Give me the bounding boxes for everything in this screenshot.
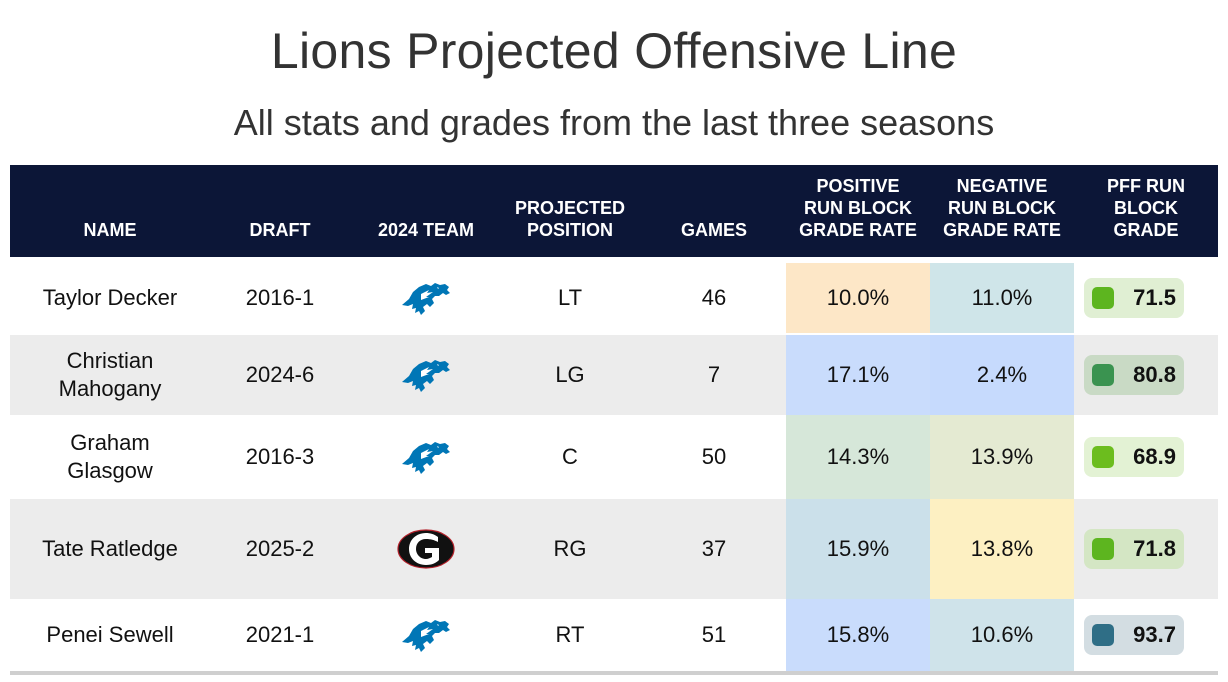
pff-grade-badge: 68.9	[1084, 437, 1184, 477]
grade-color-swatch	[1092, 446, 1114, 468]
positive-grade-rate: 15.9%	[786, 499, 930, 599]
draft-value: 2016-1	[245, 285, 315, 310]
positive-grade-rate: 14.3%	[786, 415, 930, 499]
table-row: Tate Ratledge 2025-2 RG 37 15.9% 13.8% 7…	[10, 499, 1218, 599]
negative-grade-rate: 13.9%	[930, 415, 1074, 499]
games-value: 7	[707, 362, 721, 387]
draft-value: 2025-2	[245, 536, 315, 561]
col-header-draft[interactable]: DRAFT	[249, 220, 311, 240]
player-name-line1: Taylor Decker	[42, 285, 178, 310]
games-value: 50	[701, 444, 727, 469]
pff-grade-value: 68.9	[1133, 444, 1176, 469]
player-name-line1: Graham	[70, 430, 150, 455]
col-header-games[interactable]: GAMES	[680, 220, 747, 240]
position-value: RT	[555, 622, 585, 647]
position-value: LT	[557, 285, 583, 310]
georgia-logo-icon	[356, 499, 496, 599]
negative-grade-rate: 10.6%	[930, 599, 1074, 671]
games-value: 37	[701, 536, 727, 561]
pff-grade-value: 71.5	[1133, 285, 1176, 310]
page-title: Lions Projected Offensive Line	[270, 23, 958, 79]
positive-grade-rate: 17.1%	[786, 335, 930, 415]
pff-grade-value: 93.7	[1133, 622, 1176, 647]
table-row: Penei Sewell 2021-1 RT 51 15.8% 10.6% 93…	[10, 599, 1218, 671]
player-name: Christian Mahogany	[40, 335, 180, 415]
positive-grade-rate: 15.8%	[786, 599, 930, 671]
draft-value: 2016-3	[245, 444, 315, 469]
grade-color-swatch	[1092, 364, 1114, 386]
position-value: LG	[555, 362, 585, 387]
player-name-line1: Christian	[66, 348, 154, 373]
col-header-team[interactable]: 2024 TEAM	[377, 220, 475, 240]
pff-grade-badge: 93.7	[1084, 615, 1184, 655]
pff-grade-badge: 80.8	[1084, 355, 1184, 395]
table-bottom-rule	[10, 671, 1218, 675]
negative-grade-rate: 13.8%	[930, 499, 1074, 599]
page-subtitle: All stats and grades from the last three…	[233, 102, 995, 143]
player-name-line2: Mahogany	[58, 376, 162, 401]
player-name: Taylor Decker	[40, 263, 180, 333]
positive-grade-rate: 10.0%	[786, 263, 930, 333]
grade-color-swatch	[1092, 538, 1114, 560]
draft-value: 2024-6	[245, 362, 315, 387]
position-value: C	[562, 444, 578, 469]
player-name: Graham Glasgow	[40, 415, 180, 499]
games-value: 51	[701, 622, 727, 647]
lions-logo-icon	[356, 415, 496, 499]
table-row: Graham Glasgow 2016-3 C 50 14.3% 13.9% 6…	[10, 415, 1218, 499]
col-header-positive[interactable]: POSITIVE RUN BLOCK GRADE RATE	[799, 176, 917, 240]
position-value: RG	[553, 536, 587, 561]
grade-color-swatch	[1092, 287, 1114, 309]
pff-grade-badge: 71.5	[1084, 278, 1184, 318]
grade-color-swatch	[1092, 624, 1114, 646]
col-header-position[interactable]: PROJECTED POSITION	[514, 198, 626, 240]
col-header-name[interactable]: NAME	[83, 220, 137, 240]
pff-grade-value: 80.8	[1133, 362, 1176, 387]
pff-grade-value: 71.8	[1133, 536, 1176, 561]
player-name-line2: Glasgow	[67, 458, 153, 483]
player-name-line1: Tate Ratledge	[42, 536, 178, 561]
negative-grade-rate: 11.0%	[930, 263, 1074, 333]
negative-grade-rate: 2.4%	[930, 335, 1074, 415]
col-header-negative[interactable]: NEGATIVE RUN BLOCK GRADE RATE	[943, 176, 1061, 240]
pff-grade-badge: 71.8	[1084, 529, 1184, 569]
col-header-grade[interactable]: PFF RUN BLOCK GRADE	[1107, 176, 1185, 240]
lions-logo-icon	[356, 263, 496, 333]
table-row: Christian Mahogany 2024-6 LG 7 17.1% 2.4…	[10, 335, 1218, 415]
table-header: NAME DRAFT 2024 TEAM PROJECTED POSITION …	[10, 165, 1218, 257]
draft-value: 2021-1	[245, 622, 315, 647]
player-name: Tate Ratledge	[40, 499, 180, 599]
player-name: Penei Sewell	[40, 599, 180, 671]
player-name-line1: Penei Sewell	[46, 622, 174, 647]
games-value: 46	[701, 285, 727, 310]
table-row: Taylor Decker 2016-1 LT 46 10.0% 11.0% 7…	[10, 263, 1218, 333]
lions-logo-icon	[356, 599, 496, 671]
lions-logo-icon	[356, 335, 496, 415]
